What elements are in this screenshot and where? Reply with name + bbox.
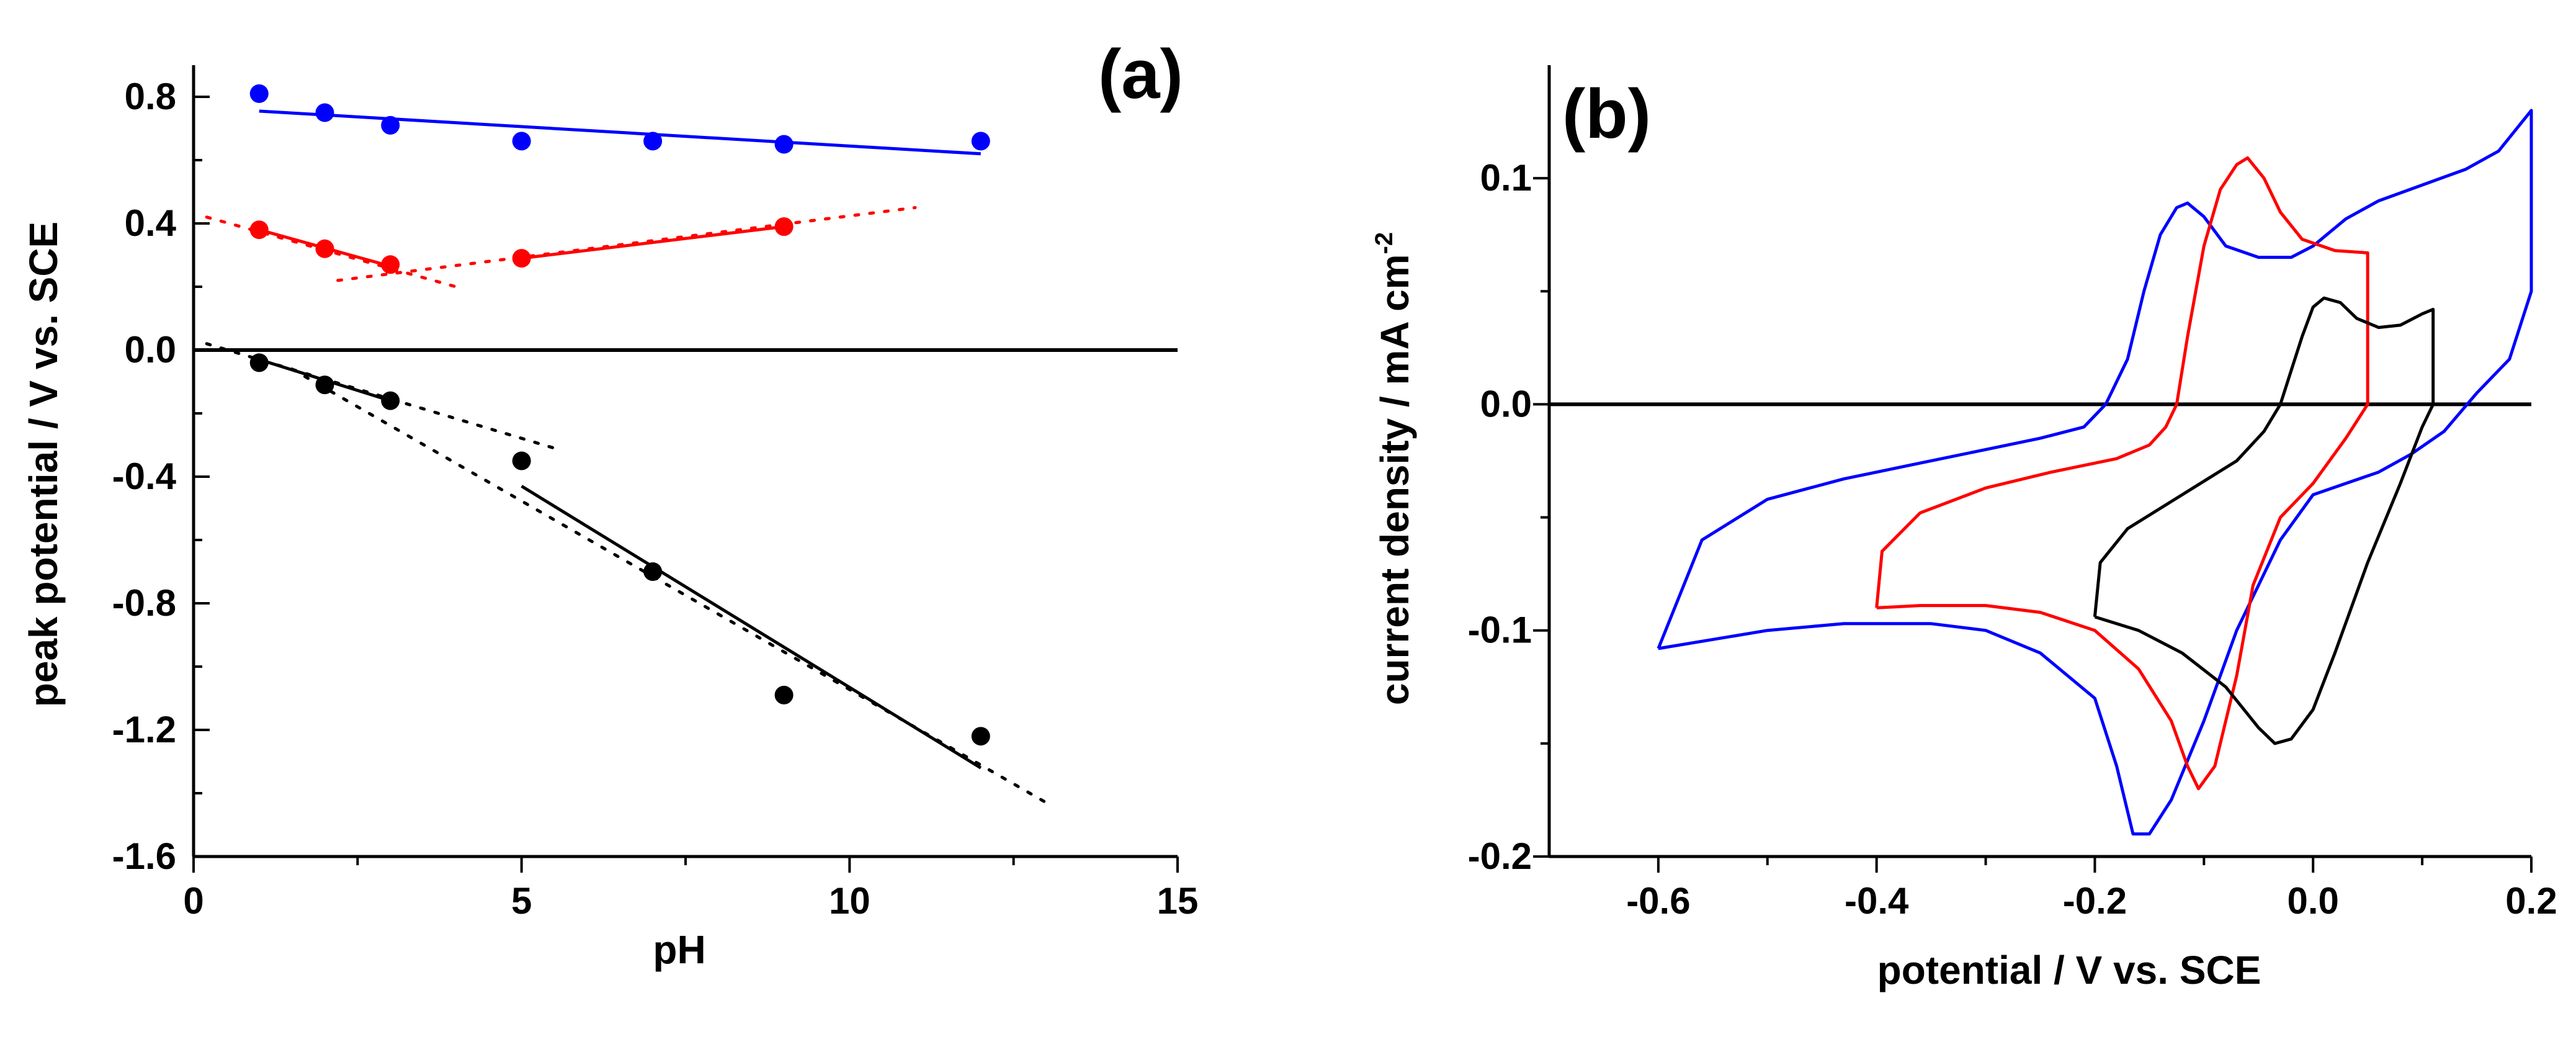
a-black-data-point <box>315 376 334 395</box>
a-x-tick-label: 15 <box>1157 880 1199 922</box>
panel-a-y-axis-label: peak potential / V vs. SCE <box>21 222 66 707</box>
a-x-tick-label: 10 <box>829 880 870 922</box>
a-y-tick-label: 0.0 <box>125 329 176 371</box>
a-blue-data-point <box>643 132 663 151</box>
b-y-tick-label: -0.1 <box>1468 609 1532 651</box>
panel-b-y-axis-label-superscript: -2 <box>1371 232 1398 254</box>
a-y-tick-label: -1.2 <box>112 709 176 750</box>
a-blue-data-point <box>381 115 400 135</box>
a-red-data-point <box>512 249 531 268</box>
a-black-solid-fit-line <box>521 485 982 770</box>
a-black-data-point <box>774 685 794 704</box>
panel-b-y-axis-label: current density / mA cm-2 <box>1371 232 1417 705</box>
a-blue-data-point <box>249 84 269 103</box>
panel-b-plot-area: -0.6 -0.4 -0.2 0.0 0.2 -0.2 -0.1 0.0 0.1 <box>1468 65 2557 922</box>
panel-a-label: (a) <box>1098 35 1183 113</box>
a-y-tick-label: -0.8 <box>112 582 176 624</box>
a-red-dotted-fit-line <box>336 206 917 282</box>
a-red-data-point <box>381 255 400 274</box>
panel-b-label: (b) <box>1562 75 1651 153</box>
a-black-data-point <box>643 562 663 581</box>
a-blue-data-point <box>971 132 990 151</box>
panel-a-x-axis-label: pH <box>653 927 705 972</box>
a-y-tick-label: 0.4 <box>125 202 177 244</box>
a-y-tick-label: 0.8 <box>125 76 176 117</box>
b-x-tick-label: 0.2 <box>2505 880 2557 922</box>
a-black-dotted-fit-line <box>290 367 1049 804</box>
b-x-tick-label: -0.4 <box>1845 880 1909 922</box>
a-black-data-point <box>512 451 531 470</box>
a-red-solid-fit-line <box>521 225 784 260</box>
b-x-tick-label: 0.0 <box>2288 880 2339 922</box>
panel-a: 0 5 10 15 -1.6 -1.2 -0.8 -0.4 0.0 0.4 0.8 (a) pH p… <box>21 35 1198 972</box>
a-red-dotted-fit-line <box>205 215 458 289</box>
a-red-data-point <box>315 239 334 258</box>
a-black-data-point <box>249 353 269 372</box>
a-black-data-point <box>971 727 990 746</box>
b-blue-cv-curve <box>1657 109 2533 836</box>
b-x-tick-label: -0.2 <box>2063 880 2127 922</box>
a-red-data-point <box>249 220 269 240</box>
a-black-data-point <box>381 391 400 410</box>
b-y-tick-label: 0.0 <box>1480 383 1532 425</box>
a-x-tick-label: 5 <box>511 880 532 922</box>
panel-b-y-axis-label-main: current density / mA cm <box>1372 254 1417 705</box>
panel-a-plot-area: 0 5 10 15 -1.6 -1.2 -0.8 -0.4 0.0 0.4 0.8 <box>112 65 1199 922</box>
a-blue-data-point <box>315 103 334 122</box>
b-y-tick-label: -0.2 <box>1468 835 1532 877</box>
b-y-tick-label: 0.1 <box>1480 157 1532 199</box>
a-red-data-point <box>774 217 794 236</box>
panel-b: -0.6 -0.4 -0.2 0.0 0.2 -0.2 -0.1 0.0 0.1 (b) pot… <box>1371 65 2557 992</box>
a-x-tick-label: 0 <box>183 880 203 922</box>
a-blue-data-point <box>512 132 531 151</box>
a-y-tick-label: -0.4 <box>112 456 177 497</box>
a-blue-data-point <box>774 135 794 154</box>
panel-b-x-axis-label: potential / V vs. SCE <box>1877 948 2261 992</box>
a-y-tick-label: -1.6 <box>112 835 176 877</box>
b-red-cv-curve <box>1875 156 2369 791</box>
b-black-cv-curve <box>2093 296 2435 745</box>
a-blue-solid-fit-line <box>259 109 981 156</box>
b-x-tick-label: -0.6 <box>1626 880 1690 922</box>
